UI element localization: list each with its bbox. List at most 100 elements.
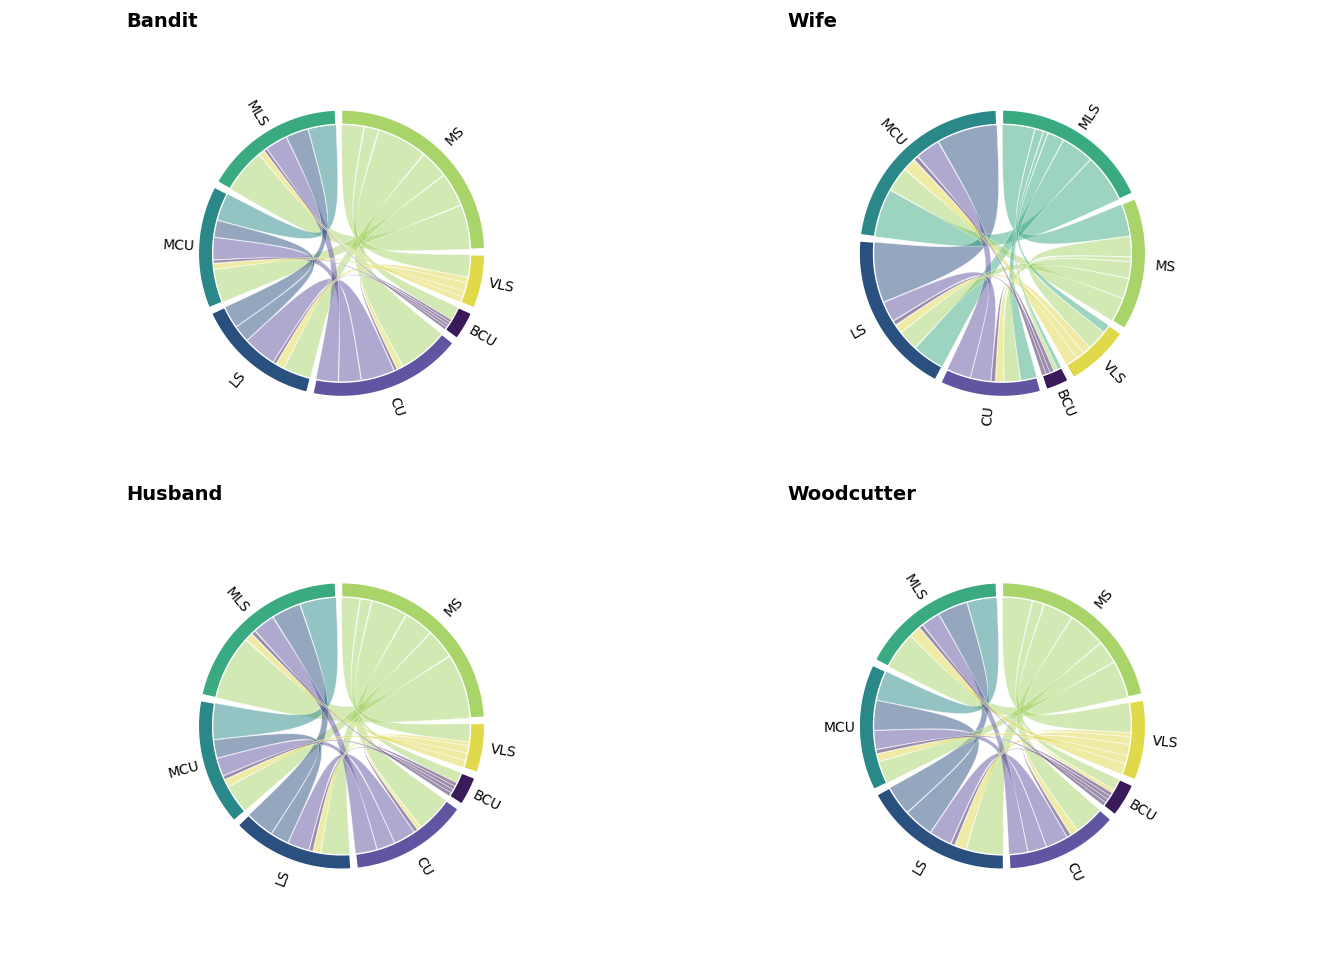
Polygon shape [356,801,458,869]
Polygon shape [860,110,997,236]
Polygon shape [875,583,997,666]
Polygon shape [202,583,336,698]
Polygon shape [360,275,452,371]
Polygon shape [876,597,999,713]
Polygon shape [1025,732,1130,835]
Polygon shape [1028,236,1132,348]
Text: MCU: MCU [163,238,195,253]
Polygon shape [309,747,456,852]
Polygon shape [214,733,321,843]
Polygon shape [366,734,469,829]
Text: MCU: MCU [876,116,909,150]
Polygon shape [874,125,999,302]
Polygon shape [321,614,430,854]
Text: Woodcutter: Woodcutter [788,485,917,504]
Text: MLS: MLS [222,586,251,616]
Polygon shape [464,723,485,773]
Polygon shape [313,736,469,853]
Polygon shape [1015,132,1062,370]
Text: BCU: BCU [1054,388,1078,420]
Polygon shape [266,137,339,382]
Polygon shape [212,257,449,327]
Text: MCU: MCU [167,758,202,780]
Polygon shape [923,614,1028,854]
Polygon shape [224,735,468,787]
Polygon shape [1067,325,1121,377]
Text: Wife: Wife [788,12,837,32]
Text: LS: LS [273,868,292,888]
Polygon shape [905,160,1077,365]
Text: VLS: VLS [1099,359,1128,387]
Polygon shape [263,149,448,330]
Polygon shape [1003,110,1133,199]
Polygon shape [890,170,1124,321]
Polygon shape [876,733,1128,763]
Polygon shape [895,275,1083,358]
Text: BCU: BCU [470,788,503,813]
Polygon shape [218,110,336,189]
Polygon shape [1042,368,1068,390]
Polygon shape [341,583,485,718]
Polygon shape [212,597,337,739]
Text: CU: CU [413,854,435,879]
Text: MLS: MLS [243,98,270,130]
Polygon shape [996,280,1090,382]
Polygon shape [364,745,457,832]
Polygon shape [284,155,444,378]
Polygon shape [353,601,446,828]
Polygon shape [199,701,245,821]
Polygon shape [894,276,1050,374]
Polygon shape [199,187,227,308]
Polygon shape [214,221,314,341]
Text: CU: CU [1063,860,1085,884]
Polygon shape [246,634,466,768]
Polygon shape [461,254,485,308]
Polygon shape [273,275,450,364]
Polygon shape [212,237,362,382]
Polygon shape [247,278,394,380]
Text: VLS: VLS [489,742,517,760]
Polygon shape [915,140,1090,367]
Polygon shape [353,130,442,367]
Polygon shape [1003,125,1130,244]
Polygon shape [930,754,1067,847]
Polygon shape [888,636,1128,716]
Text: BCU: BCU [1126,798,1159,825]
Text: Husband: Husband [126,485,223,504]
Polygon shape [879,643,1114,783]
Polygon shape [1021,256,1132,372]
Polygon shape [341,110,485,250]
Polygon shape [341,597,470,742]
Polygon shape [259,151,462,302]
Polygon shape [251,631,452,796]
Polygon shape [890,602,989,812]
Text: Bandit: Bandit [126,12,199,32]
Polygon shape [276,266,466,369]
Polygon shape [214,258,465,297]
Polygon shape [1103,780,1133,815]
Polygon shape [1032,730,1132,793]
Polygon shape [875,159,1120,247]
Text: CU: CU [980,405,996,426]
Polygon shape [876,788,1004,869]
Polygon shape [352,127,458,320]
Polygon shape [211,307,310,393]
Polygon shape [1016,604,1099,830]
Polygon shape [859,241,942,380]
Polygon shape [1003,583,1142,697]
Polygon shape [900,264,1129,348]
Polygon shape [991,284,1054,382]
Text: MLS: MLS [902,572,929,604]
Polygon shape [218,125,337,239]
Polygon shape [1023,747,1113,837]
Polygon shape [874,701,978,832]
Polygon shape [874,730,1046,852]
Polygon shape [255,617,378,854]
Text: MS: MS [1093,586,1116,611]
Polygon shape [238,815,351,869]
Polygon shape [911,628,1126,775]
Polygon shape [288,754,414,851]
Polygon shape [214,176,461,302]
Polygon shape [1009,132,1063,381]
Polygon shape [223,740,453,793]
